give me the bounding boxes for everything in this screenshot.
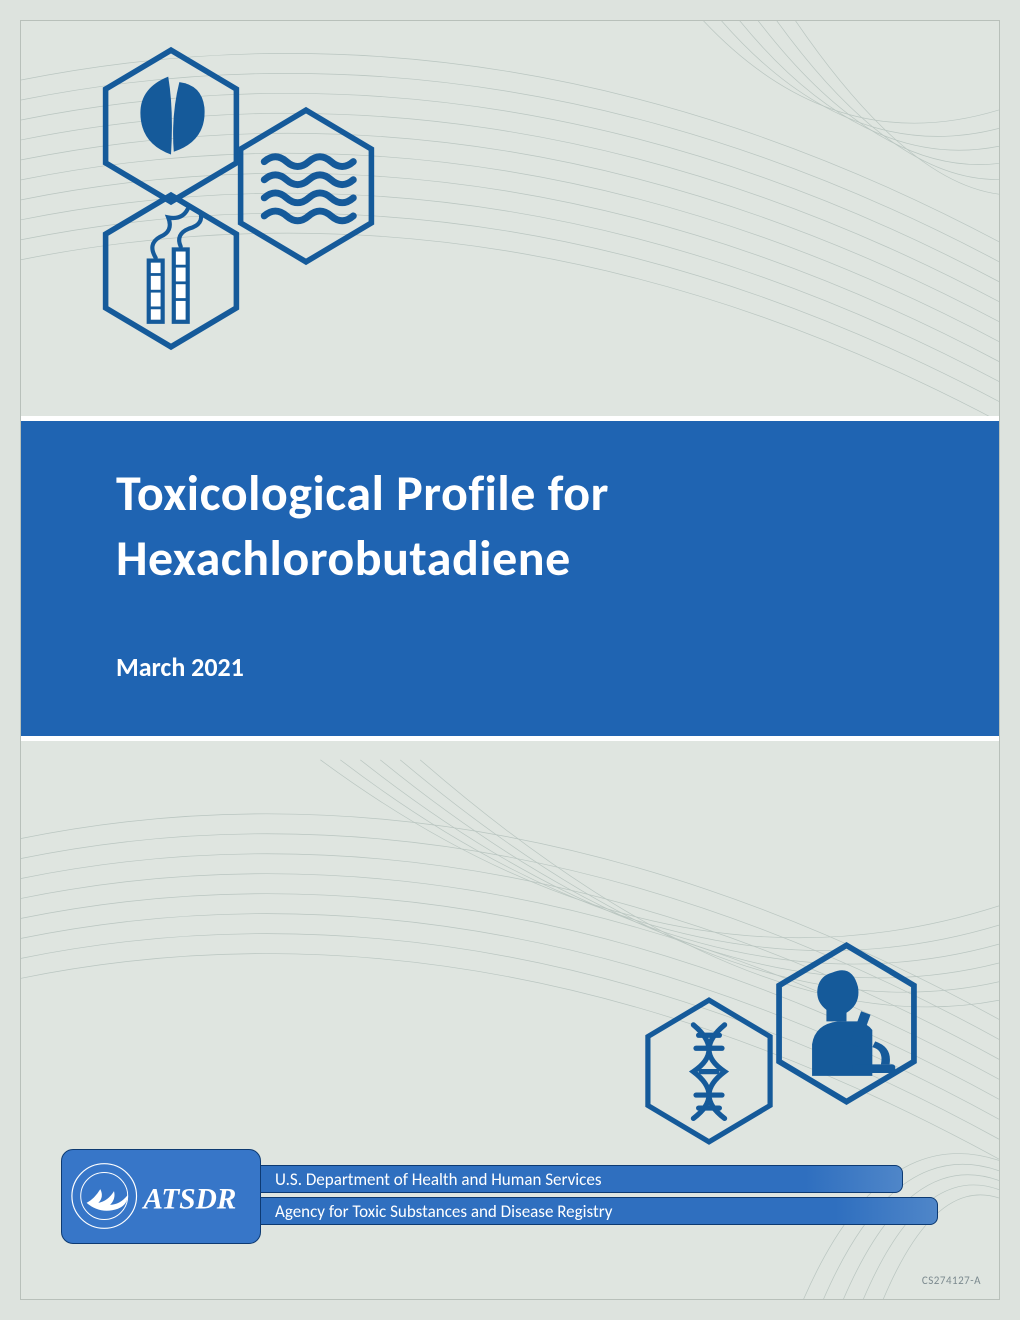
hex-microscope (774, 941, 919, 1106)
document-title: Toxicological Profile for Hexachlorobuta… (116, 461, 944, 591)
logo-acronym: ATSDR (141, 1184, 236, 1216)
hex-cluster-bottom (644, 956, 944, 1156)
hex-dna (644, 996, 774, 1146)
atsdr-logo: ATSDR (61, 1149, 261, 1244)
hex-cluster-top (81, 46, 401, 356)
document-number: CS274127-A (922, 1274, 981, 1287)
hex-smokestack (101, 191, 241, 351)
title-line-1: Toxicological Profile for (116, 463, 609, 524)
footer-line-1: U.S. Department of Health and Human Serv… (261, 1165, 903, 1193)
footer-bars: U.S. Department of Health and Human Serv… (261, 1165, 959, 1229)
cover-page: Toxicological Profile for Hexachlorobuta… (20, 20, 1000, 1300)
footer: ATSDR U.S. Department of Health and Huma… (61, 1149, 959, 1244)
hex-water (236, 106, 376, 266)
title-line-2: Hexachlorobutadiene (116, 528, 571, 589)
hex-leaf (101, 46, 241, 206)
footer-line-2: Agency for Toxic Substances and Disease … (261, 1197, 938, 1225)
title-band: Toxicological Profile for Hexachlorobuta… (21, 416, 999, 741)
document-date: March 2021 (116, 651, 944, 683)
